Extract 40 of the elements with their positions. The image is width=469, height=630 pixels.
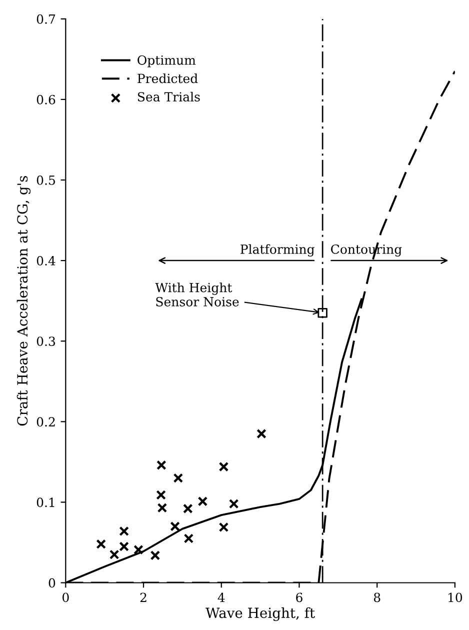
point	[119, 542, 129, 552]
point	[170, 521, 180, 532]
point	[156, 460, 166, 470]
x-axis-title: Wave Height, ft	[206, 607, 315, 621]
legend-label: Predicted	[138, 74, 198, 84]
point	[256, 428, 266, 439]
point	[198, 496, 208, 506]
y-tick-label: 0.5	[36, 175, 55, 185]
y-tick-label: 0.3	[36, 336, 56, 346]
x-tick-label: 0	[62, 592, 69, 602]
x-tick-label: 10	[448, 592, 462, 602]
x-tick-label: 4	[218, 592, 225, 602]
y-axis-title: Craft Heave Acceleration at CG, g's	[16, 176, 31, 426]
point	[157, 502, 168, 513]
legend-label: Optimum	[138, 55, 196, 68]
x-tick-label: 2	[140, 592, 146, 602]
y-tick-label: 0.4	[36, 256, 56, 266]
y-tick-label: 0.2	[36, 417, 55, 427]
point	[218, 462, 229, 472]
point	[109, 550, 120, 560]
y-tick-label: 0.6	[36, 94, 56, 104]
point	[156, 490, 166, 500]
point	[318, 308, 328, 318]
point	[218, 522, 229, 532]
point	[228, 498, 239, 509]
point	[119, 526, 129, 536]
point	[184, 534, 194, 544]
legend-label: Sea Trials	[138, 92, 200, 102]
x-tick-label: 6	[296, 592, 302, 602]
y-tick-label: 0	[48, 578, 56, 588]
point	[173, 473, 184, 483]
y-tick-label: 0.7	[36, 14, 56, 24]
point	[96, 539, 106, 549]
point	[182, 504, 193, 514]
x-tick-label: 8	[374, 592, 380, 602]
annotation: With Height Sensor Noise	[155, 282, 239, 306]
point	[134, 544, 144, 555]
point	[150, 550, 160, 560]
annotation: Platforming	[240, 244, 314, 257]
y-tick-label: 0.1	[36, 498, 54, 508]
